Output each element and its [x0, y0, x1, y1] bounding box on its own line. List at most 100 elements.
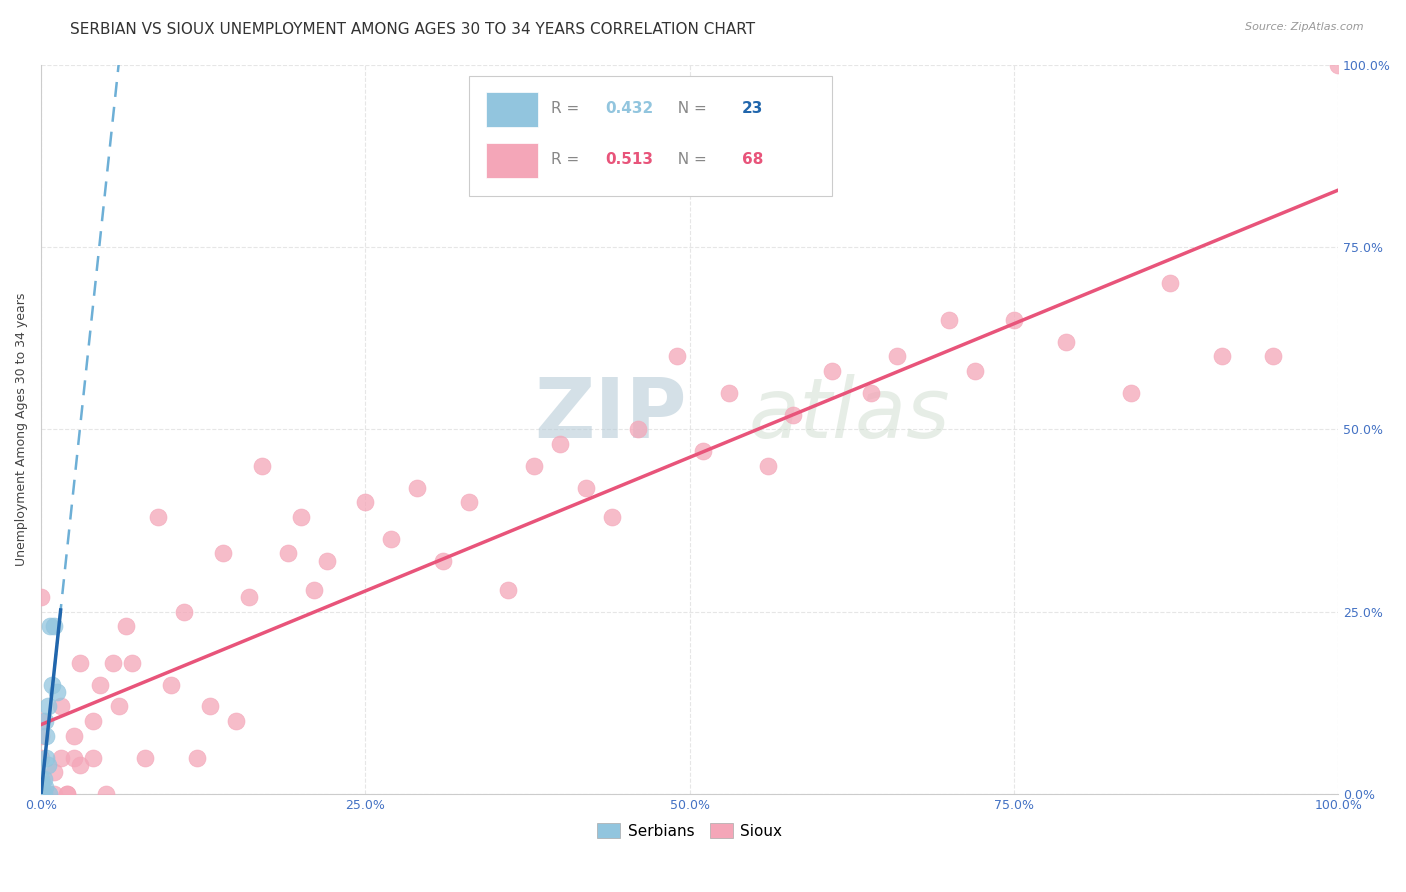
- Point: [406, 481, 429, 495]
- Point: [56, 787, 79, 801]
- Point: [39, 619, 62, 633]
- Point: [692, 444, 714, 458]
- FancyBboxPatch shape: [486, 92, 538, 127]
- Point: [30, 787, 52, 801]
- Point: [1211, 350, 1233, 364]
- Point: [49, 699, 72, 714]
- Point: [49, 750, 72, 764]
- Text: 23: 23: [741, 101, 763, 116]
- Point: [782, 408, 804, 422]
- Point: [41, 677, 63, 691]
- Point: [717, 385, 740, 400]
- Point: [302, 582, 325, 597]
- Point: [225, 714, 247, 728]
- Point: [30, 787, 52, 801]
- Point: [30, 787, 52, 801]
- Text: 68: 68: [741, 152, 763, 167]
- Point: [62, 729, 84, 743]
- Point: [32, 787, 55, 801]
- Point: [575, 481, 598, 495]
- Point: [1263, 350, 1285, 364]
- Point: [37, 757, 59, 772]
- Point: [30, 787, 52, 801]
- Point: [30, 787, 52, 801]
- Text: 0.432: 0.432: [606, 101, 654, 116]
- Text: R =: R =: [551, 101, 583, 116]
- Point: [56, 787, 79, 801]
- Point: [1002, 313, 1025, 327]
- Point: [69, 757, 91, 772]
- Point: [600, 509, 623, 524]
- Point: [82, 750, 104, 764]
- FancyBboxPatch shape: [486, 143, 538, 178]
- Text: 0.513: 0.513: [606, 152, 654, 167]
- Point: [45, 685, 67, 699]
- Point: [380, 532, 402, 546]
- Text: R =: R =: [551, 152, 583, 167]
- Point: [34, 714, 56, 728]
- Point: [458, 495, 481, 509]
- Point: [134, 750, 156, 764]
- Point: [30, 787, 52, 801]
- Point: [198, 699, 221, 714]
- Point: [37, 699, 59, 714]
- Point: [101, 656, 124, 670]
- Point: [523, 458, 546, 473]
- Y-axis label: Unemployment Among Ages 30 to 34 years: Unemployment Among Ages 30 to 34 years: [15, 293, 28, 566]
- Point: [30, 780, 52, 794]
- Point: [354, 495, 377, 509]
- Point: [34, 780, 56, 794]
- Point: [38, 787, 60, 801]
- Point: [69, 656, 91, 670]
- Point: [250, 458, 273, 473]
- Point: [32, 772, 55, 787]
- Text: atlas: atlas: [748, 375, 949, 455]
- Point: [94, 787, 117, 801]
- Legend: Serbians, Sioux: Serbians, Sioux: [591, 816, 789, 845]
- Point: [1119, 385, 1142, 400]
- Point: [1054, 334, 1077, 349]
- Point: [35, 729, 58, 743]
- Point: [432, 553, 454, 567]
- Point: [30, 776, 52, 790]
- Point: [30, 590, 52, 604]
- Point: [114, 619, 136, 633]
- Point: [108, 699, 131, 714]
- Point: [82, 714, 104, 728]
- FancyBboxPatch shape: [470, 76, 832, 196]
- Point: [30, 729, 52, 743]
- Point: [173, 605, 195, 619]
- Point: [756, 458, 779, 473]
- Point: [30, 787, 52, 801]
- Point: [938, 313, 960, 327]
- Point: [160, 677, 183, 691]
- Point: [886, 350, 908, 364]
- Point: [30, 783, 52, 797]
- Text: SERBIAN VS SIOUX UNEMPLOYMENT AMONG AGES 30 TO 34 YEARS CORRELATION CHART: SERBIAN VS SIOUX UNEMPLOYMENT AMONG AGES…: [70, 22, 755, 37]
- Text: Source: ZipAtlas.com: Source: ZipAtlas.com: [1246, 22, 1364, 32]
- Point: [30, 750, 52, 764]
- Point: [35, 750, 58, 764]
- Point: [860, 385, 883, 400]
- Point: [146, 509, 169, 524]
- Point: [211, 546, 233, 560]
- Point: [277, 546, 299, 560]
- Point: [89, 677, 111, 691]
- Text: N =: N =: [668, 152, 711, 167]
- Point: [30, 787, 52, 801]
- Point: [496, 582, 519, 597]
- Point: [1327, 57, 1350, 71]
- Point: [665, 350, 688, 364]
- Text: N =: N =: [668, 101, 711, 116]
- Point: [44, 765, 66, 780]
- Point: [30, 772, 52, 787]
- Text: ZIP: ZIP: [534, 375, 686, 455]
- Point: [548, 437, 571, 451]
- Point: [30, 787, 52, 801]
- Point: [238, 590, 260, 604]
- Point: [627, 422, 650, 436]
- Point: [44, 787, 66, 801]
- Point: [315, 553, 337, 567]
- Point: [30, 714, 52, 728]
- Point: [821, 364, 844, 378]
